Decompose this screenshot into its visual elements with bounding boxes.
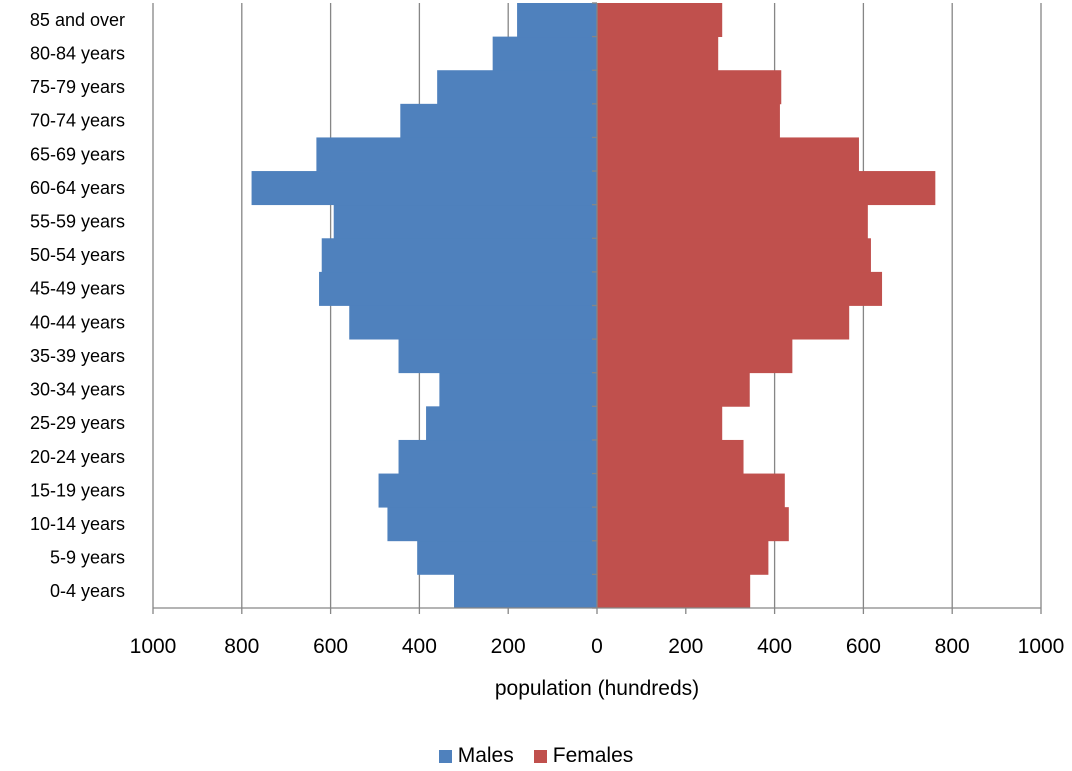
bar-males-40-44-years — [349, 305, 597, 340]
bar-females-85-and-over — [597, 3, 723, 38]
legend-item-males[interactable]: Males — [438, 744, 514, 768]
bar-males-15-19-years — [378, 473, 597, 508]
bar-females-80-84-years — [597, 36, 719, 71]
x-axis-title: population (hundreds) — [495, 677, 699, 700]
y-tick-label: 45-49 years — [30, 279, 125, 299]
x-tick-label: 1000 — [130, 635, 177, 658]
y-tick-label: 25-29 years — [30, 413, 125, 433]
y-tick-label: 30-34 years — [30, 380, 125, 400]
x-tick-label: 600 — [313, 635, 348, 658]
bar-males-55-59-years — [333, 204, 597, 239]
legend-label-males: Males — [457, 744, 514, 767]
x-tick-label: 400 — [402, 635, 437, 658]
bar-females-75-79-years — [597, 70, 782, 105]
bar-males-50-54-years — [321, 238, 597, 273]
bar-females-15-19-years — [597, 473, 785, 508]
y-tick-label: 75-79 years — [30, 77, 125, 97]
legend-label-females: Females — [552, 744, 634, 767]
bar-males-45-49-years — [319, 271, 597, 306]
males-swatch — [438, 749, 452, 763]
bar-females-10-14-years — [597, 507, 789, 542]
bar-males-25-29-years — [426, 406, 597, 441]
y-tick-label: 80-84 years — [30, 43, 125, 63]
bar-females-55-59-years — [597, 204, 868, 239]
bar-females-70-74-years — [597, 103, 780, 138]
legend: Males Females — [0, 744, 1072, 768]
x-tick-label: 800 — [935, 635, 970, 658]
bar-females-60-64-years — [597, 171, 936, 206]
x-tick-label: 800 — [224, 635, 259, 658]
x-tick-label: 200 — [491, 635, 526, 658]
y-tick-label: 15-19 years — [30, 480, 125, 500]
bar-females-20-24-years — [597, 439, 744, 474]
y-tick-label: 85 and over — [30, 10, 125, 30]
x-tick-labels: 1000 800 600 400 200 0 200 400 600 800 1000 — [130, 635, 1065, 658]
bar-males-35-39-years — [398, 339, 597, 374]
y-tick-label: 20-24 years — [30, 447, 125, 467]
y-tick-label: 60-64 years — [30, 178, 125, 198]
bar-females-30-34-years — [597, 372, 750, 407]
y-tick-labels: 0-4 years 5-9 years 10-14 years 15-19 years… — [30, 10, 125, 601]
bar-males-75-79-years — [437, 70, 597, 105]
bar-females-35-39-years — [597, 339, 793, 374]
axes — [152, 2, 1042, 614]
y-tick-label: 5-9 years — [50, 548, 125, 568]
bar-males-10-14-years — [387, 507, 597, 542]
x-tick-label: 400 — [757, 635, 792, 658]
bar-females-50-54-years — [597, 238, 871, 273]
bar-females-25-29-years — [597, 406, 723, 441]
bar-males-5-9-years — [417, 540, 597, 575]
legend-item-females[interactable]: Females — [533, 744, 634, 768]
bar-females-45-49-years — [597, 271, 883, 306]
bar-males-85-and-over — [517, 3, 597, 38]
x-tick-label: 600 — [846, 635, 881, 658]
bar-females-0-4-years — [597, 574, 751, 609]
bar-males-30-34-years — [439, 372, 597, 407]
bar-females-65-69-years — [597, 137, 859, 172]
y-tick-label: 55-59 years — [30, 211, 125, 231]
females-swatch — [533, 749, 547, 763]
bar-males-70-74-years — [400, 103, 597, 138]
y-tick-label: 65-69 years — [30, 144, 125, 164]
y-tick-label: 70-74 years — [30, 111, 125, 131]
bar-males-65-69-years — [316, 137, 597, 172]
y-tick-label: 40-44 years — [30, 312, 125, 332]
y-tick-label: 50-54 years — [30, 245, 125, 265]
bar-males-80-84-years — [492, 36, 597, 71]
bar-males-60-64-years — [251, 171, 597, 206]
y-tick-label: 10-14 years — [30, 514, 125, 534]
bar-females-40-44-years — [597, 305, 850, 340]
x-tick-label: 200 — [668, 635, 703, 658]
y-tick-label: 35-39 years — [30, 346, 125, 366]
x-tick-label: 1000 — [1018, 635, 1065, 658]
bar-males-20-24-years — [398, 439, 597, 474]
bar-females-5-9-years — [597, 540, 769, 575]
y-tick-label: 0-4 years — [50, 581, 125, 601]
bars — [251, 3, 936, 609]
x-tick-label: 0 — [591, 635, 603, 658]
bar-males-0-4-years — [454, 574, 597, 609]
